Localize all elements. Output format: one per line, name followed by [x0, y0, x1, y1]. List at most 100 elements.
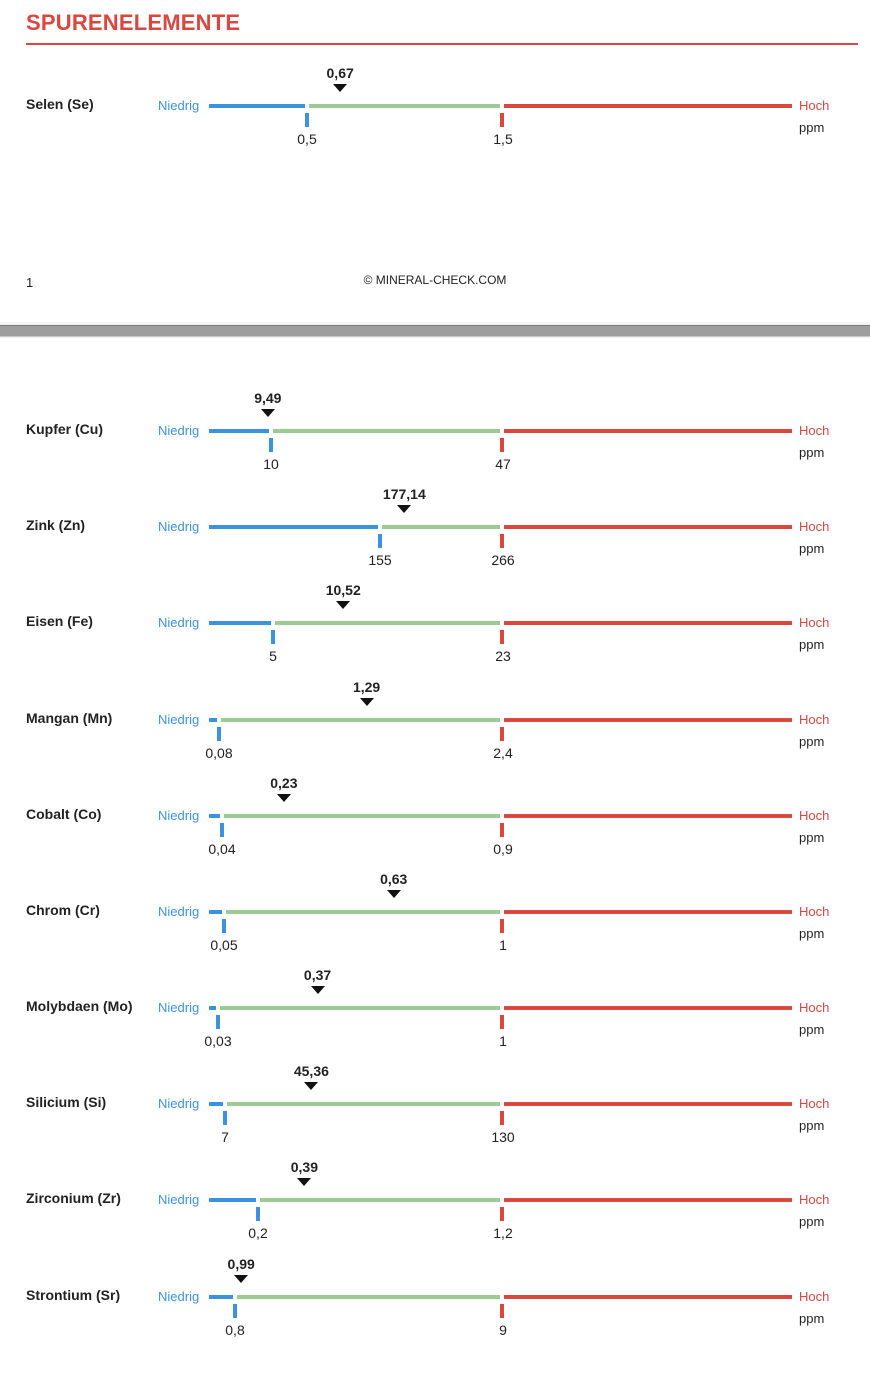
low-threshold-tick — [233, 1304, 237, 1318]
high-threshold-tick — [500, 438, 504, 452]
element-name: Strontium (Sr) — [26, 1287, 121, 1303]
low-range-bar — [209, 1198, 256, 1202]
element-name: Eisen (Fe) — [26, 613, 93, 629]
unit-label: ppm — [799, 1311, 825, 1326]
high-threshold-label: 130 — [491, 1129, 515, 1145]
normal-range-bar — [221, 718, 500, 722]
low-range-bar — [209, 1102, 223, 1106]
measured-value: 0,37 — [303, 967, 332, 983]
unit-label: ppm — [799, 637, 825, 652]
high-threshold-label: 9 — [499, 1322, 507, 1338]
normal-range-bar — [220, 1006, 500, 1010]
low-threshold-label: 0,05 — [210, 937, 238, 953]
element-name: Zink (Zn) — [26, 517, 86, 533]
low-label: Niedrig — [158, 904, 200, 919]
low-range-bar — [209, 910, 222, 914]
high-threshold-label: 1,5 — [493, 131, 513, 147]
low-range-bar — [209, 718, 217, 722]
low-threshold-label: 0,08 — [205, 745, 233, 761]
element-row: Chrom (Cr) Niedrig 0,05 1 0,63 Hoch ppm — [0, 871, 870, 998]
low-range-bar — [209, 1006, 216, 1010]
high-threshold-label: 1,2 — [493, 1225, 513, 1241]
title-rule — [26, 43, 858, 45]
low-threshold-tick — [256, 1207, 260, 1221]
normal-range-bar — [273, 429, 500, 433]
low-threshold-tick — [269, 438, 273, 452]
high-range-bar — [504, 1006, 792, 1010]
high-threshold-label: 1 — [499, 1033, 507, 1049]
high-label: Hoch — [799, 615, 830, 630]
low-label: Niedrig — [158, 98, 200, 113]
unit-label: ppm — [799, 734, 825, 749]
high-threshold-label: 266 — [491, 552, 515, 568]
measured-value: 0,63 — [380, 871, 408, 887]
value-marker-icon — [234, 1275, 249, 1283]
copyright-text: © MINERAL-CHECK.COM — [363, 273, 507, 287]
measured-value: 0,39 — [290, 1159, 318, 1175]
normal-range-bar — [227, 1102, 500, 1106]
high-label: Hoch — [799, 423, 830, 438]
low-range-bar — [209, 621, 271, 625]
unit-label: ppm — [799, 1022, 825, 1037]
low-threshold-label: 0,04 — [208, 841, 236, 857]
low-threshold-label: 10 — [263, 456, 279, 472]
element-row: Strontium (Sr) Niedrig 0,8 9 0,99 Hoch p… — [0, 1256, 870, 1383]
page-divider — [0, 322, 870, 338]
high-range-bar — [504, 910, 792, 914]
high-label: Hoch — [799, 808, 830, 823]
value-marker-icon — [260, 409, 275, 417]
low-label: Niedrig — [158, 519, 200, 534]
element-name: Molybdaen (Mo) — [26, 998, 133, 1014]
value-marker-icon — [276, 794, 291, 802]
high-threshold-label: 1 — [499, 937, 507, 953]
element-name: Chrom (Cr) — [26, 902, 100, 918]
element-name: Mangan (Mn) — [26, 710, 113, 726]
measured-value: 45,36 — [293, 1063, 329, 1079]
high-range-bar — [504, 104, 792, 108]
high-range-bar — [504, 1198, 792, 1202]
unit-label: ppm — [799, 1214, 825, 1229]
element-name: Selen (Se) — [26, 96, 94, 112]
element-row: Zink (Zn) Niedrig 155 266 177,14 Hoch pp… — [0, 486, 870, 613]
element-row: Molybdaen (Mo) Niedrig 0,03 1 0,37 Hoch … — [0, 967, 870, 1094]
low-threshold-label: 5 — [269, 648, 277, 664]
low-threshold-label: 0,03 — [204, 1033, 232, 1049]
normal-range-bar — [260, 1198, 500, 1202]
value-marker-icon — [386, 890, 401, 898]
high-threshold-label: 23 — [495, 648, 511, 664]
high-threshold-tick — [500, 727, 504, 741]
measured-value: 0,67 — [326, 65, 354, 81]
unit-label: ppm — [799, 541, 825, 556]
high-threshold-label: 0,9 — [493, 841, 513, 857]
element-name: Silicium (Si) — [26, 1094, 107, 1110]
element-name: Kupfer (Cu) — [26, 421, 103, 437]
normal-range-bar — [382, 525, 500, 529]
normal-range-bar — [224, 814, 500, 818]
low-threshold-label: 0,5 — [297, 131, 317, 147]
high-label: Hoch — [799, 519, 830, 534]
value-marker-icon — [297, 1178, 312, 1186]
low-threshold-tick — [305, 113, 309, 127]
element-row: Kupfer (Cu) Niedrig 10 47 9,49 Hoch ppm — [0, 390, 870, 517]
high-label: Hoch — [799, 1096, 830, 1111]
measured-value: 9,49 — [254, 390, 282, 406]
high-threshold-tick — [500, 1207, 504, 1221]
low-range-bar — [209, 429, 269, 433]
value-marker-icon — [336, 601, 351, 609]
low-threshold-label: 155 — [368, 552, 392, 568]
low-range-bar — [209, 104, 305, 108]
high-threshold-tick — [500, 630, 504, 644]
low-threshold-tick — [222, 919, 226, 933]
value-marker-icon — [310, 986, 325, 994]
low-threshold-tick — [378, 534, 382, 548]
unit-label: ppm — [799, 830, 825, 845]
low-threshold-tick — [216, 1015, 220, 1029]
high-label: Hoch — [799, 98, 830, 113]
low-range-bar — [209, 525, 378, 529]
low-label: Niedrig — [158, 1192, 200, 1207]
measured-value: 0,99 — [227, 1256, 255, 1272]
normal-range-bar — [309, 104, 500, 108]
normal-range-bar — [275, 621, 500, 625]
high-range-bar — [504, 525, 792, 529]
high-threshold-tick — [500, 823, 504, 837]
